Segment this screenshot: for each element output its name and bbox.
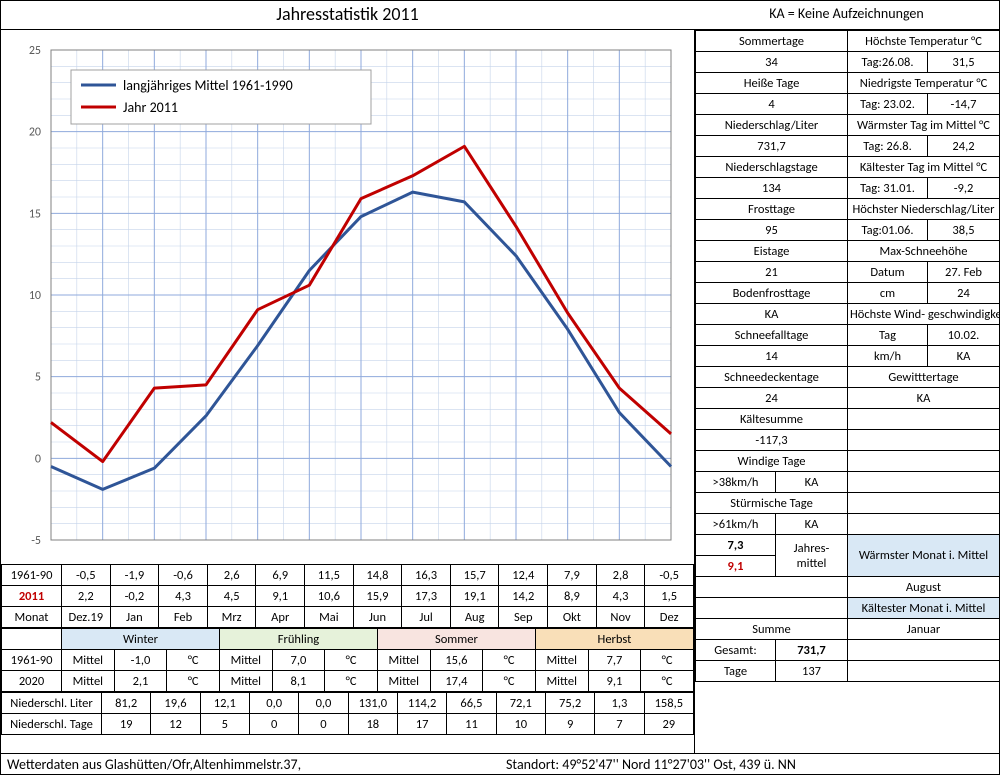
svg-text:Jahr 2011: Jahr 2011 [123,99,178,116]
temperature-chart: -5 0 5 10 15 20 25 langjähriges Mittel 1961-199… [1,30,694,564]
page: Jahresstatistik 2011 KA = Keine Aufzeich… [0,0,1000,775]
footer-left: Wetterdaten aus Glashütten/Ofr,Altenhimm… [1,754,500,778]
stats-panel: SommertageHöchste Temperatur °C34Tag:26.… [695,30,1000,753]
ka-legend: KA = Keine Aufzeichnungen [694,1,999,29]
page-title: Jahresstatistik 2011 [1,1,694,29]
main-area: -5 0 5 10 15 20 25 langjähriges Mittel 1961-199… [1,30,999,753]
svg-text:0: 0 [35,452,41,466]
svg-text:20: 20 [29,126,41,140]
footer-right: Standort: 49°52'47'' Nord 11°27'03'' Ost… [500,754,999,778]
left-panel: -5 0 5 10 15 20 25 langjähriges Mittel 1961-199… [1,30,695,753]
svg-text:-5: -5 [31,534,41,548]
svg-text:langjähriges Mittel 1961-1990: langjähriges Mittel 1961-1990 [123,77,293,94]
footer: Wetterdaten aus Glashütten/Ofr,Altenhimm… [1,753,999,778]
title-row: Jahresstatistik 2011 KA = Keine Aufzeich… [1,1,999,30]
svg-text:15: 15 [29,207,41,221]
svg-text:25: 25 [29,44,41,58]
svg-text:10: 10 [29,289,41,303]
svg-text:5: 5 [35,371,41,385]
data-tables: 1961-90-0,5-1,9-0,62,66,911,514,816,315,… [1,564,694,735]
